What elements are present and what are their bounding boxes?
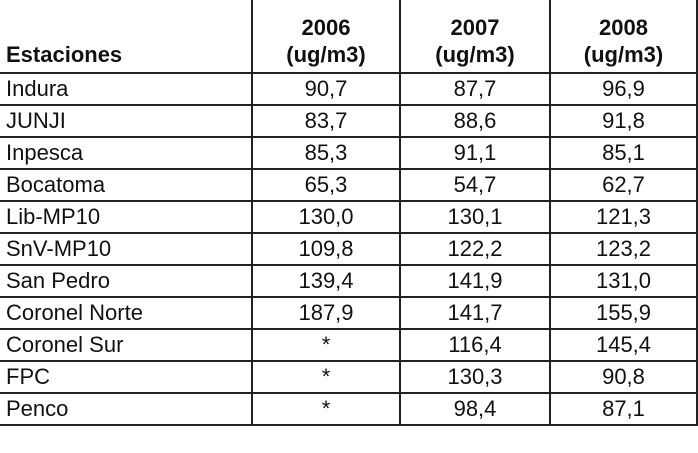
value-cell: 141,7 bbox=[399, 296, 551, 330]
value-cell: 109,8 bbox=[251, 232, 401, 266]
value-cell: 130,1 bbox=[399, 200, 551, 234]
table-row: Bocatoma 65,3 54,7 62,7 bbox=[0, 168, 698, 202]
value-cell: 90,8 bbox=[549, 360, 698, 394]
header-cell: 2007 (ug/m3) bbox=[399, 0, 551, 74]
table-row: Penco * 98,4 87,1 bbox=[0, 392, 698, 426]
header-cell: 2008 (ug/m3) bbox=[549, 0, 698, 74]
value-cell: 139,4 bbox=[251, 264, 401, 298]
header-cell: Estaciones bbox=[0, 0, 253, 74]
station-cell: Coronel Norte bbox=[0, 296, 253, 330]
value-cell: 131,0 bbox=[549, 264, 698, 298]
header-unit: (ug/m3) bbox=[435, 42, 515, 67]
value-cell: 54,7 bbox=[399, 168, 551, 202]
value-cell: * bbox=[251, 392, 401, 426]
table-row: San Pedro 139,4 141,9 131,0 bbox=[0, 264, 698, 298]
table-row: FPC * 130,3 90,8 bbox=[0, 360, 698, 394]
table-row: Coronel Sur * 116,4 145,4 bbox=[0, 328, 698, 362]
value-cell: 85,1 bbox=[549, 136, 698, 170]
header-unit: (ug/m3) bbox=[286, 42, 366, 67]
table-row: Coronel Norte 187,9 141,7 155,9 bbox=[0, 296, 698, 330]
value-cell: 121,3 bbox=[549, 200, 698, 234]
value-cell: 65,3 bbox=[251, 168, 401, 202]
header-unit: (ug/m3) bbox=[583, 42, 664, 67]
station-cell: Bocatoma bbox=[0, 168, 253, 202]
table-row: SnV-MP10 109,8 122,2 123,2 bbox=[0, 232, 698, 266]
value-cell: 83,7 bbox=[251, 104, 401, 138]
value-cell: 91,8 bbox=[549, 104, 698, 138]
station-cell: Indura bbox=[0, 72, 253, 106]
station-cell: JUNJI bbox=[0, 104, 253, 138]
value-cell: 122,2 bbox=[399, 232, 551, 266]
value-cell: 88,6 bbox=[399, 104, 551, 138]
value-cell: * bbox=[251, 360, 401, 394]
table-row: Indura 90,7 87,7 96,9 bbox=[0, 72, 698, 106]
value-cell: 87,1 bbox=[549, 392, 698, 426]
station-cell: San Pedro bbox=[0, 264, 253, 298]
value-cell: 187,9 bbox=[251, 296, 401, 330]
value-cell: 85,3 bbox=[251, 136, 401, 170]
value-cell: 123,2 bbox=[549, 232, 698, 266]
value-cell: 90,7 bbox=[251, 72, 401, 106]
value-cell: * bbox=[251, 328, 401, 362]
table-row: Inpesca 85,3 91,1 85,1 bbox=[0, 136, 698, 170]
value-cell: 130,0 bbox=[251, 200, 401, 234]
header-year: 2006 bbox=[301, 15, 351, 40]
table-row: JUNJI 83,7 88,6 91,8 bbox=[0, 104, 698, 138]
header-year: 2008 bbox=[599, 15, 648, 40]
value-cell: 145,4 bbox=[549, 328, 698, 362]
header-cell: 2006 (ug/m3) bbox=[251, 0, 401, 74]
header-year: 2007 bbox=[450, 15, 500, 40]
value-cell: 155,9 bbox=[549, 296, 698, 330]
value-cell: 116,4 bbox=[399, 328, 551, 362]
station-cell: FPC bbox=[0, 360, 253, 394]
station-cell: Coronel Sur bbox=[0, 328, 253, 362]
value-cell: 62,7 bbox=[549, 168, 698, 202]
table-row: Lib-MP10 130,0 130,1 121,3 bbox=[0, 200, 698, 234]
station-cell: Inpesca bbox=[0, 136, 253, 170]
value-cell: 130,3 bbox=[399, 360, 551, 394]
data-table: Estaciones 2006 (ug/m3) 2007 (ug/m3) 2008 (ug/… bbox=[0, 0, 698, 426]
header-row: Estaciones 2006 (ug/m3) 2007 (ug/m3) 2008 (ug/… bbox=[0, 0, 698, 74]
value-cell: 96,9 bbox=[549, 72, 698, 106]
value-cell: 87,7 bbox=[399, 72, 551, 106]
station-cell: SnV-MP10 bbox=[0, 232, 253, 266]
table-body: Indura 90,7 87,7 96,9 JUNJI 83,7 88,6 91,8 Inpes… bbox=[0, 72, 698, 426]
value-cell: 98,4 bbox=[399, 392, 551, 426]
station-cell: Penco bbox=[0, 392, 253, 426]
station-cell: Lib-MP10 bbox=[0, 200, 253, 234]
value-cell: 91,1 bbox=[399, 136, 551, 170]
value-cell: 141,9 bbox=[399, 264, 551, 298]
